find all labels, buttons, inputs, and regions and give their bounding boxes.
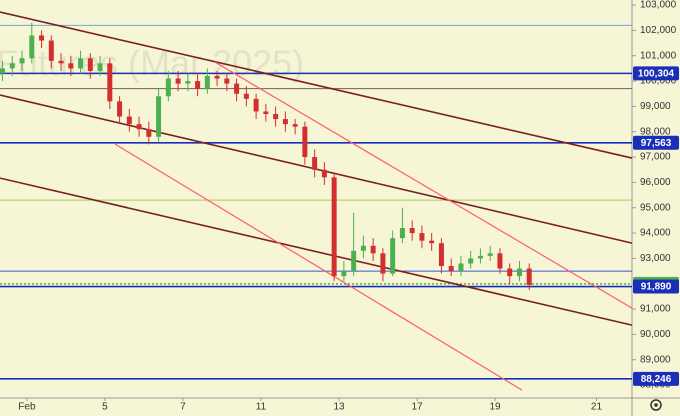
candle-body (263, 111, 269, 115)
candle-body (516, 268, 522, 277)
candle-body (68, 63, 74, 69)
candle-body (126, 116, 132, 125)
price-label: 91,890 (641, 282, 672, 293)
candle-body (341, 271, 347, 277)
candle-body (117, 101, 123, 117)
candle-body (185, 81, 191, 84)
candle-body (468, 258, 474, 264)
x-tick-label: 21 (591, 402, 603, 413)
price-label-box (633, 371, 679, 386)
candle-body (399, 228, 405, 239)
candle-body (156, 96, 162, 137)
trend-line (0, 177, 633, 326)
y-tick-label: 93,000 (640, 253, 671, 264)
x-tick-label: 11 (256, 402, 267, 413)
candle-body (107, 63, 113, 102)
candle-body (29, 35, 35, 59)
candle-body (312, 157, 318, 170)
settings-icon[interactable] (650, 399, 662, 411)
candle-body (19, 58, 25, 64)
y-tick-label: 89,000 (640, 354, 671, 365)
price-label: 100,304 (638, 69, 675, 80)
candle-body (302, 126, 308, 158)
trend-line (0, 11, 633, 159)
price-label: 97,563 (641, 138, 672, 149)
candle-body (195, 81, 201, 89)
candle-body (292, 124, 298, 127)
y-tick-label: 91,000 (640, 304, 671, 315)
candle-body (429, 240, 435, 244)
candle-body (331, 177, 337, 277)
price-label: 88,246 (641, 374, 672, 385)
candle-body (87, 58, 93, 71)
trend-line (214, 61, 633, 309)
y-tick-label: 103,000 (640, 0, 677, 11)
candle-body (448, 266, 454, 272)
candle-body (136, 124, 142, 130)
candle-body (48, 40, 54, 61)
y-tick-label: 101,000 (640, 50, 677, 61)
y-tick-label: 100,000 (640, 76, 677, 87)
candle-body (380, 253, 386, 274)
candle-body (526, 268, 532, 286)
candle-body (146, 129, 152, 137)
price-label-box (633, 279, 679, 294)
watermark: Futures (Mar 2025) (0, 43, 304, 84)
candle-body (282, 119, 288, 125)
y-tick-label: 96,000 (640, 177, 671, 188)
y-tick-label: 102,000 (640, 25, 677, 36)
candle-body (234, 83, 240, 94)
candle-body (243, 93, 249, 99)
y-tick-label: 94,000 (640, 228, 671, 239)
candle-body (507, 268, 513, 277)
candle-body (0, 68, 6, 74)
y-tick-label: 97,000 (640, 152, 671, 163)
candle-body (78, 58, 84, 69)
y-tick-label: 95,000 (640, 202, 671, 213)
x-tick-label: 7 (180, 402, 186, 413)
candle-body (214, 76, 220, 79)
candle-body (321, 169, 327, 178)
x-tick-label: 17 (411, 402, 423, 413)
candle-body (419, 233, 425, 241)
x-tick-label: 19 (490, 402, 502, 413)
candle-body (360, 245, 366, 251)
candle-body (351, 250, 357, 272)
candle-body (487, 253, 493, 256)
candle-body (477, 255, 483, 259)
y-tick-label: 99,000 (640, 101, 671, 112)
y-tick-label: 90,000 (640, 329, 671, 340)
trend-line (114, 143, 523, 391)
y-tick-label: 98,000 (640, 126, 671, 137)
price-label-box (633, 66, 679, 81)
candle-body (165, 78, 171, 97)
candle-body (370, 245, 376, 254)
candle-body (390, 238, 396, 274)
candle-body (97, 63, 103, 71)
candle-body (438, 243, 444, 267)
candle-body (204, 76, 210, 89)
candle-body (224, 78, 230, 84)
candle-body (458, 263, 464, 272)
x-tick-label: 5 (102, 402, 108, 413)
candle-body (175, 78, 181, 84)
candle-body (273, 114, 279, 120)
x-tick-label: 13 (333, 402, 345, 413)
candle-body (497, 253, 503, 269)
candle-body (9, 63, 15, 69)
candle-body (253, 98, 259, 112)
candle-body (58, 60, 64, 64)
candle-body (39, 35, 45, 41)
x-tick-label: Feb (18, 402, 36, 413)
price-label-box (633, 135, 679, 150)
candle-body (409, 228, 415, 234)
